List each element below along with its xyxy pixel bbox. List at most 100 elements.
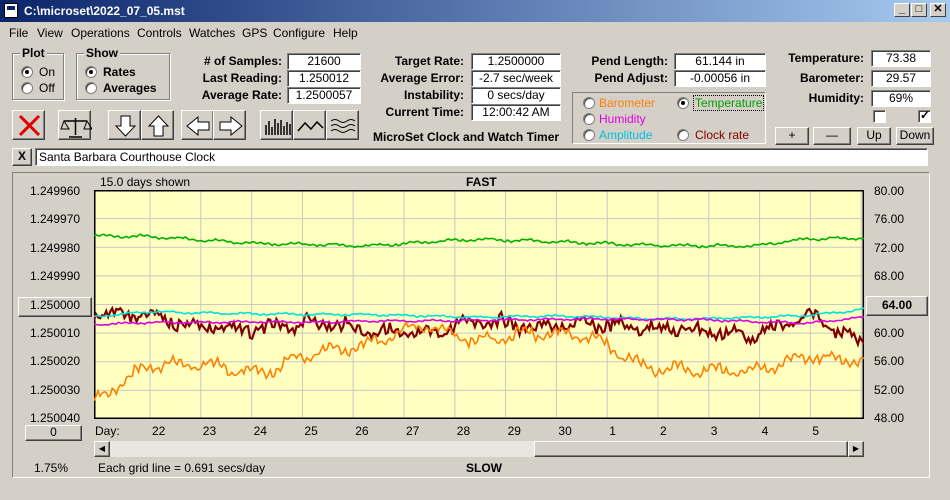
chart-panel	[12, 172, 930, 478]
right-arrow-button[interactable]	[213, 110, 246, 140]
sensor-checkbox-1[interactable]	[873, 110, 886, 123]
menu-file[interactable]: File	[9, 26, 29, 40]
clock-rate-radio-label: Clock rate	[695, 128, 750, 142]
pend-adjust-field: -0.00056 in	[674, 70, 766, 87]
humidity-field: 69%	[871, 90, 931, 107]
humidity-label: Humidity:	[808, 91, 864, 105]
series-line	[94, 315, 864, 326]
amplitude-radio[interactable]	[583, 129, 595, 141]
show-averages-radio[interactable]	[85, 82, 97, 94]
arrow-down-icon	[114, 115, 137, 137]
y-left-tick: 1.250010	[30, 326, 81, 340]
average-error-field: -2.7 sec/week	[471, 70, 561, 87]
x-tick-label: 4	[761, 424, 769, 438]
menu-help[interactable]: Help	[333, 26, 358, 40]
app-icon[interactable]	[4, 3, 18, 18]
wave-view-button[interactable]	[326, 110, 359, 140]
plot-off-label: Off	[39, 81, 55, 95]
scroll-right-arrow-icon[interactable]: ▶	[848, 441, 864, 457]
barometer-label: Barometer:	[799, 71, 864, 85]
balance-button[interactable]	[58, 110, 92, 140]
x-tick-label: 26	[355, 424, 369, 438]
y-right-tick: 72.00	[874, 241, 905, 255]
pend-length-label: Pend Length:	[591, 54, 668, 68]
barometer-radio[interactable]	[583, 97, 595, 109]
days-shown-label: 15.0 days shown	[100, 175, 191, 189]
stop-button[interactable]	[12, 110, 45, 140]
up-button[interactable]: Up	[857, 127, 891, 145]
scrollbar-thumb[interactable]	[534, 441, 848, 457]
y-right-tick: 76.00	[874, 212, 905, 226]
balance-scale-icon	[60, 118, 92, 138]
x-tick-label: 2	[660, 424, 667, 438]
title-bar[interactable]: C:\microset\2022_07_05.mst _ □ ✕	[0, 0, 950, 22]
current-time-label: Current Time:	[385, 105, 464, 119]
pend-length-field[interactable]: 61.144 in	[674, 53, 766, 70]
current-time-field: 12:00:42 AM	[471, 104, 561, 121]
window-title: C:\microset\2022_07_05.mst	[24, 4, 185, 18]
y-right-tick: 52.00	[874, 383, 905, 397]
minus-button[interactable]: —	[813, 127, 851, 145]
grid-note-label: Each grid line = 0.691 secs/day	[98, 461, 266, 475]
rate-chart	[94, 190, 864, 419]
app-title-label: MicroSet Clock and Watch Timer	[373, 130, 560, 144]
menu-watches[interactable]: Watches	[189, 26, 236, 40]
up-arrow-button[interactable]	[141, 110, 174, 140]
plus-button[interactable]: +	[775, 127, 809, 145]
target-rate-label: Target Rate:	[394, 54, 464, 68]
chart-scrollbar[interactable]: ◀ ▶	[94, 441, 864, 457]
menu-gps[interactable]: GPS	[242, 26, 268, 40]
plot-off-radio[interactable]	[21, 82, 33, 94]
x-tick-label: 24	[253, 424, 267, 438]
samples-label: # of Samples:	[203, 54, 282, 68]
barometer-radio-label: Barometer	[599, 96, 656, 110]
line-graph-icon	[297, 120, 324, 132]
temperature-radio[interactable]	[677, 97, 689, 109]
humidity-radio[interactable]	[583, 113, 595, 125]
percent-label: 1.75%	[34, 461, 69, 475]
clear-clock-button[interactable]: X	[12, 148, 32, 166]
close-button[interactable]: ✕	[930, 3, 946, 17]
maximize-button[interactable]: □	[911, 3, 927, 17]
clock-rate-radio[interactable]	[677, 129, 689, 141]
y-left-tick: 1.250030	[30, 383, 81, 397]
center-temp-button[interactable]: 64.00	[866, 296, 928, 316]
clock-name-input[interactable]: Santa Barbara Courthouse Clock	[35, 148, 928, 166]
menu-bar: File View Operations Controls Watches GP…	[0, 22, 950, 42]
left-arrow-button[interactable]	[181, 110, 214, 140]
x-tick-label: 25	[304, 424, 318, 438]
bars-view-button[interactable]	[260, 110, 293, 140]
center-rate-button[interactable]: 1.250000	[18, 297, 92, 317]
plot-group: Plot On Off	[12, 46, 64, 100]
y-right-tick: 68.00	[874, 269, 905, 283]
line-view-button[interactable]	[293, 110, 326, 140]
menu-view[interactable]: View	[37, 26, 63, 40]
y-right-tick: 48.00	[874, 411, 905, 425]
plot-on-radio[interactable]	[21, 66, 33, 78]
barometer-field: 29.57	[871, 70, 931, 87]
sensor-select-box: Barometer Temperature Humidity Amplitude…	[572, 92, 766, 144]
show-averages-label: Averages	[103, 81, 157, 95]
down-button[interactable]: Down	[896, 127, 934, 145]
arrow-left-icon	[186, 115, 210, 137]
menu-operations[interactable]: Operations	[71, 26, 130, 40]
fast-label: FAST	[466, 175, 497, 189]
show-group-title: Show	[84, 46, 120, 60]
y-left-tick: 1.249970	[30, 212, 81, 226]
target-rate-field[interactable]: 1.2500000	[471, 53, 561, 70]
offset-button[interactable]: 0	[25, 425, 82, 441]
sensor-checkbox-2[interactable]: ✓	[918, 108, 931, 123]
show-rates-radio[interactable]	[85, 66, 97, 78]
arrow-up-icon	[147, 115, 170, 137]
menu-configure[interactable]: Configure	[273, 26, 326, 40]
day-axis-label: Day:	[95, 424, 120, 438]
y-left-tick: 1.249960	[30, 184, 81, 198]
scroll-left-arrow-icon[interactable]: ◀	[94, 441, 110, 457]
plot-on-label: On	[39, 65, 56, 79]
down-arrow-button[interactable]	[108, 110, 141, 140]
series-line	[94, 307, 864, 321]
minimize-button[interactable]: _	[894, 3, 910, 17]
instability-field: 0 secs/day	[471, 87, 561, 104]
menu-controls[interactable]: Controls	[137, 26, 182, 40]
plot-border	[94, 190, 864, 419]
